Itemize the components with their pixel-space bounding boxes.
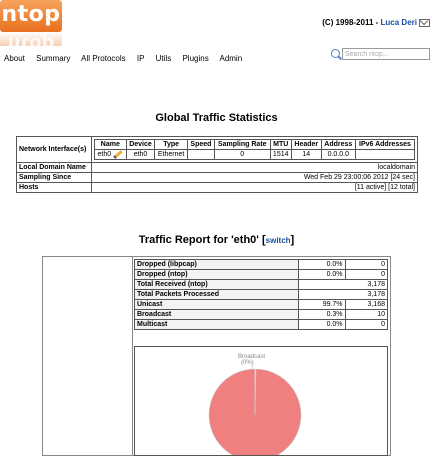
iface-mtu: 1514 [269, 149, 292, 160]
multicast-pct: 0.0% [297, 319, 346, 330]
col-address: Address [320, 139, 356, 150]
iface-speed [186, 149, 215, 160]
table-row: Dropped (libpcap) 0.0% 0 [134, 259, 389, 270]
menu-item-utils[interactable]: Utils [155, 54, 172, 63]
table-row: Dropped (ntop) 0.0% 0 [134, 269, 389, 280]
menu-item-summary[interactable]: Summary [36, 54, 71, 63]
col-device: Device [125, 139, 156, 150]
table-row: eth0 eth0 Ethernet 0 1514 14 0.0.0.0 [93, 149, 416, 160]
sampling-since-value: Wed Feb 29 23:00:06 2012 [24 sec] [90, 172, 419, 183]
edit-pencil-icon[interactable] [113, 149, 123, 159]
broadcast-value: 10 [344, 309, 389, 320]
col-header: Header [290, 139, 322, 150]
table-row: Network Interface(s) Name Device Type Sp… [16, 136, 419, 163]
table-row: Broadcast 0.3% 10 [134, 309, 389, 320]
dropped-libpcap-value: 0 [344, 259, 389, 270]
copyright: (C) 1998-2011 - Luca Deri [322, 18, 430, 27]
network-interface-label: Network Interface(s) [16, 136, 92, 163]
mail-icon[interactable] [419, 18, 430, 27]
col-speed: Speed [186, 139, 215, 150]
iface-ipv6 [354, 149, 416, 160]
traffic-table: Dropped (libpcap) 0.0% 0 Dropped (ntop) … [134, 259, 389, 330]
total-received-label: Total Received (ntop) [134, 279, 299, 290]
unicast-label: Unicast [134, 299, 299, 310]
menu-item-all-protocols[interactable]: All Protocols [81, 54, 126, 63]
broadcast-label: Broadcast [134, 309, 299, 320]
report-title-text: Traffic Report for 'eth0' [ [138, 234, 266, 246]
author-link[interactable]: Luca Deri [380, 18, 417, 27]
ntop-logo[interactable]: ntop ntop [0, 0, 62, 46]
table-row: Multicast 0.0% 0 [134, 319, 389, 330]
pie-label-broadcast-pct: (0%) [241, 360, 254, 366]
multicast-label: Multicast [134, 319, 299, 330]
dropped-ntop-label: Dropped (ntop) [134, 269, 299, 280]
pie-label-broadcast: Broadcast [238, 354, 265, 360]
col-mtu: MTU [269, 139, 292, 150]
main-menu: About Summary All Protocols IP Utils Plu… [4, 54, 251, 63]
table-row: Local Domain Name localdomain [16, 162, 419, 173]
dropped-ntop-pct: 0.0% [297, 269, 346, 280]
iface-address: 0.0.0.0 [320, 149, 356, 160]
dropped-libpcap-label: Dropped (libpcap) [134, 259, 299, 270]
hosts-label: Hosts [16, 182, 92, 193]
menu-item-ip[interactable]: IP [136, 54, 145, 63]
iface-header: 14 [290, 149, 322, 160]
multicast-value: 0 [344, 319, 389, 330]
local-domain-value: localdomain [90, 162, 419, 173]
total-received-value: 3,178 [297, 279, 389, 290]
table-row: Total Packets Processed 3,178 [134, 289, 389, 300]
switch-link[interactable]: switch [265, 236, 291, 245]
interface-table: Name Device Type Speed Sampling Rate MTU… [93, 139, 416, 160]
iface-type: Ethernet [154, 149, 188, 160]
search-icon[interactable] [331, 49, 340, 58]
dropped-libpcap-pct: 0.0% [297, 259, 346, 270]
table-header-row: Name Device Type Speed Sampling Rate MTU… [93, 139, 416, 150]
local-domain-label: Local Domain Name [16, 162, 92, 173]
table-row: Total Received (ntop) 3,178 [134, 279, 389, 290]
pie-slice-broadcast [254, 368, 257, 416]
menu-item-admin[interactable]: Admin [219, 54, 243, 63]
unicast-value: 3,168 [344, 299, 389, 310]
logo-text: ntop [0, 0, 62, 32]
interface-cell: Name Device Type Speed Sampling Rate MTU… [90, 136, 419, 163]
report-title-suffix: ] [290, 234, 295, 246]
table-row: Unicast 99.7% 3,168 [134, 299, 389, 310]
iface-name-cell: eth0 [93, 149, 127, 160]
iface-sampling-rate: 0 [213, 149, 271, 160]
iface-name: eth0 [97, 151, 112, 158]
total-processed-value: 3,178 [297, 289, 389, 300]
hosts-value: [11 active] [12 total] [90, 182, 419, 193]
sampling-since-label: Sampling Since [16, 172, 92, 183]
search-box [329, 47, 433, 63]
table-row: Hosts [11 active] [12 total] [16, 182, 419, 193]
col-type: Type [154, 139, 188, 150]
col-sampling-rate: Sampling Rate [213, 139, 271, 150]
logo-reflection: ntop [0, 32, 62, 46]
menu-item-about[interactable]: About [4, 54, 25, 63]
broadcast-pct: 0.3% [297, 309, 346, 320]
iface-device: eth0 [125, 149, 156, 160]
menu-item-plugins[interactable]: Plugins [182, 54, 209, 63]
pie-svg: Broadcast (0%) [208, 354, 302, 455]
table-row: Sampling Since Wed Feb 29 23:00:06 2012 … [16, 172, 419, 183]
unicast-pct: 99.7% [297, 299, 346, 310]
copyright-text: (C) 1998-2011 - [322, 18, 381, 27]
traffic-report-title: Traffic Report for 'eth0' [switch] [0, 234, 433, 246]
traffic-pie-chart: Broadcast (0%) [134, 346, 388, 456]
search-input[interactable] [342, 48, 430, 60]
report-left-panel [42, 256, 133, 456]
col-name: Name [93, 139, 127, 150]
dropped-ntop-value: 0 [344, 269, 389, 280]
total-processed-label: Total Packets Processed [134, 289, 299, 300]
global-stats-title: Global Traffic Statistics [155, 112, 278, 124]
col-ipv6: IPv6 Addresses [354, 139, 416, 150]
global-stats-table: Network Interface(s) Name Device Type Sp… [16, 136, 419, 193]
